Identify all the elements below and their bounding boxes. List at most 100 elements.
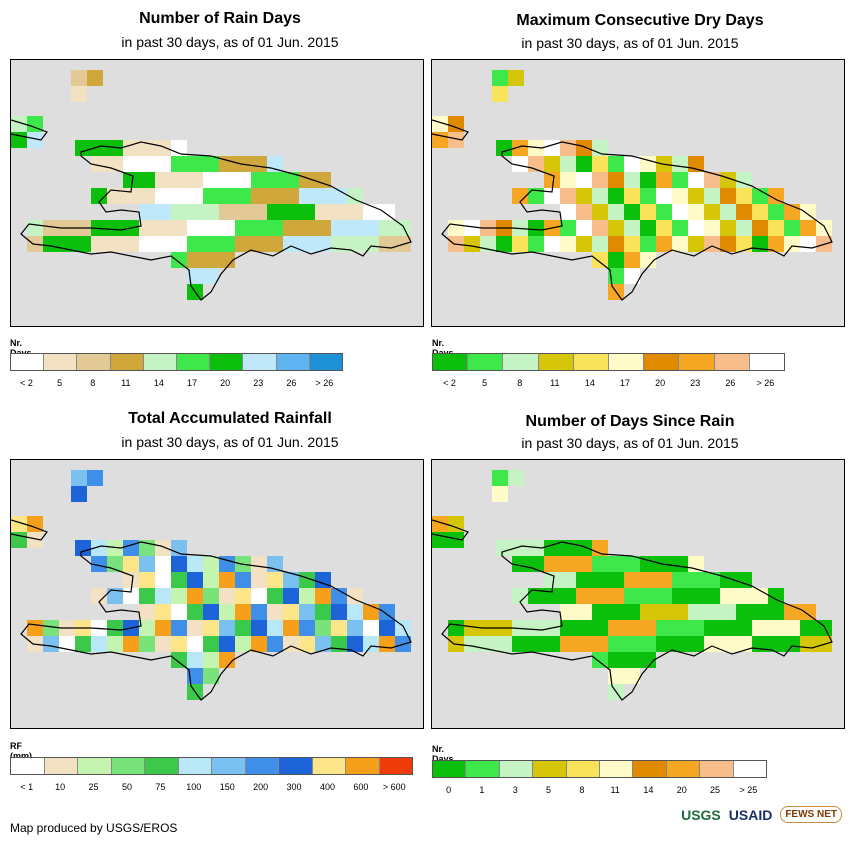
grid-cell <box>624 268 640 284</box>
grid-cell <box>123 156 139 172</box>
grid-cell <box>624 252 640 268</box>
grid-cell <box>395 220 411 236</box>
legend-tick-label: 8 <box>517 378 523 388</box>
grid-cell <box>299 220 315 236</box>
grid-cell <box>363 620 379 636</box>
island-outline <box>441 141 833 301</box>
grid-cell <box>592 604 608 620</box>
grid-cell <box>784 220 800 236</box>
grid-cell <box>283 188 299 204</box>
grid-cell <box>139 220 155 236</box>
grid-cell <box>492 70 508 86</box>
grid-cell <box>235 204 251 220</box>
legend-tick-label: 600 <box>353 782 369 792</box>
grid-cell <box>512 540 528 556</box>
grid-cell <box>608 236 624 252</box>
legend-swatch <box>212 758 246 774</box>
grid-cell <box>736 572 752 588</box>
grid-cell <box>379 220 395 236</box>
grid-cell <box>347 204 363 220</box>
grid-cell <box>720 620 736 636</box>
legend-tick-label: 400 <box>319 782 335 792</box>
legend-tick-label: 1 <box>479 785 485 795</box>
grid-cell <box>576 540 592 556</box>
grid-cell <box>203 156 219 172</box>
grid-cell <box>640 204 656 220</box>
grid-cell <box>107 236 123 252</box>
grid-cell <box>267 636 283 652</box>
map-graphic <box>11 470 412 701</box>
grid-cell <box>155 140 171 156</box>
panel-title: Total Accumulated Rainfall <box>128 410 332 427</box>
grid-cell <box>576 172 592 188</box>
grid-cell <box>171 236 187 252</box>
grid-cell <box>267 204 283 220</box>
grid-cell <box>315 236 331 252</box>
grid-cell <box>672 572 688 588</box>
grid-cell <box>656 604 672 620</box>
grid-cell <box>91 156 107 172</box>
grid-cell <box>379 604 395 620</box>
grid-cell <box>508 470 524 486</box>
grid-cell <box>299 588 315 604</box>
grid-cell <box>752 620 768 636</box>
grid-cell <box>528 220 544 236</box>
grid-cell <box>464 220 480 236</box>
grid-cell <box>251 604 267 620</box>
grid-cell <box>592 204 608 220</box>
grid-cell <box>299 604 315 620</box>
grid-cell <box>251 636 267 652</box>
grid-cell <box>752 204 768 220</box>
grid-cell <box>624 188 640 204</box>
map <box>431 459 845 729</box>
grid-cell <box>379 204 395 220</box>
grid-cell <box>139 588 155 604</box>
grid-cell <box>123 636 139 652</box>
legend-tick-label: 14 <box>153 378 164 388</box>
grid-cell <box>187 172 203 188</box>
grid-cell <box>251 620 267 636</box>
grid-cell <box>624 204 640 220</box>
grid-cell <box>528 636 544 652</box>
grid-cell <box>71 486 87 502</box>
grid-cell <box>560 572 576 588</box>
grid-cell <box>492 86 508 102</box>
grid-cell <box>187 188 203 204</box>
legend-swatch <box>279 758 313 774</box>
grid-cell <box>27 516 43 532</box>
grid-cell <box>608 252 624 268</box>
coast-outline <box>432 519 469 541</box>
grid-cell <box>592 236 608 252</box>
grid-cell <box>171 636 187 652</box>
legend-tick-label: > 26 <box>756 378 775 388</box>
grid-cell <box>395 620 411 636</box>
grid-cell <box>640 188 656 204</box>
grid-cell <box>267 172 283 188</box>
grid-cell <box>27 620 43 636</box>
map-graphic <box>432 70 833 301</box>
legend-swatch <box>379 758 412 774</box>
map <box>431 59 845 327</box>
legend-swatch <box>11 354 45 370</box>
grid-cell <box>43 236 59 252</box>
legend-bar <box>10 757 413 775</box>
grid-cell <box>688 636 704 652</box>
grid-cell <box>736 236 752 252</box>
legend-tick-label: > 26 <box>315 378 334 388</box>
grid-cell <box>283 172 299 188</box>
grid-cell <box>171 220 187 236</box>
coast-outline <box>11 119 48 141</box>
grid-cell <box>576 188 592 204</box>
grid-cell <box>720 172 736 188</box>
grid-cell <box>235 220 251 236</box>
grid-cell <box>171 188 187 204</box>
grid-cell <box>267 236 283 252</box>
legend-swatch <box>503 354 539 370</box>
legend-tick-label: < 2 <box>443 378 456 388</box>
legend-tick-label: 11 <box>550 378 560 388</box>
grid-cell <box>592 636 608 652</box>
grid-cell <box>640 236 656 252</box>
grid-cell <box>123 572 139 588</box>
legend-tick-label: 17 <box>620 378 631 388</box>
grid-cell <box>123 172 139 188</box>
